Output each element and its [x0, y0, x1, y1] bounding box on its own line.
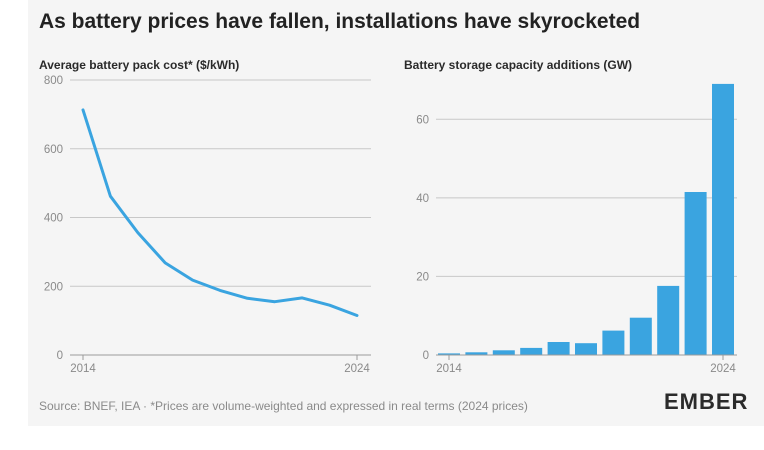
- bar-chart-ytick-label: 60: [416, 114, 429, 126]
- capacity-bar: [575, 343, 597, 355]
- capacity-bar: [465, 352, 488, 356]
- line-chart-title: Average battery pack cost* ($/kWh): [39, 58, 240, 72]
- bar-chart-xtick-label: 2014: [436, 363, 462, 375]
- capacity-bar: [657, 285, 680, 355]
- capacity-bar: [520, 347, 543, 355]
- line-chart-ytick-label: 200: [44, 281, 63, 293]
- capacity-bar: [712, 83, 734, 356]
- capacity-bar: [684, 192, 707, 355]
- line-chart-ytick-label: 600: [44, 144, 63, 156]
- line-chart-ytick-label: 800: [44, 75, 63, 87]
- capacity-bar: [547, 342, 570, 355]
- bar-chart-ytick-label: 20: [416, 271, 429, 283]
- source-note: Source: BNEF, IEA · *Prices are volume-w…: [39, 399, 528, 413]
- line-chart-xtick-label: 2014: [70, 363, 96, 375]
- capacity-bar: [602, 330, 625, 355]
- bar-chart-ytick-label: 40: [416, 193, 429, 205]
- battery-cost-line: [81, 108, 359, 317]
- line-chart-ytick-label: 0: [57, 350, 63, 362]
- bar-chart-title: Battery storage capacity additions (GW): [404, 58, 633, 72]
- capacity-bar: [629, 317, 652, 355]
- ember-logo: EMBER: [664, 389, 749, 414]
- figure-title: As battery prices have fallen, installat…: [39, 10, 641, 33]
- line-chart-ytick-label: 400: [44, 213, 63, 225]
- line-chart-xtick-label: 2024: [344, 363, 370, 375]
- bar-chart-xtick-label: 2024: [710, 363, 736, 375]
- capacity-bar: [492, 350, 515, 355]
- bar-chart-ytick-label: 0: [423, 350, 429, 362]
- capacity-bar: [438, 353, 460, 355]
